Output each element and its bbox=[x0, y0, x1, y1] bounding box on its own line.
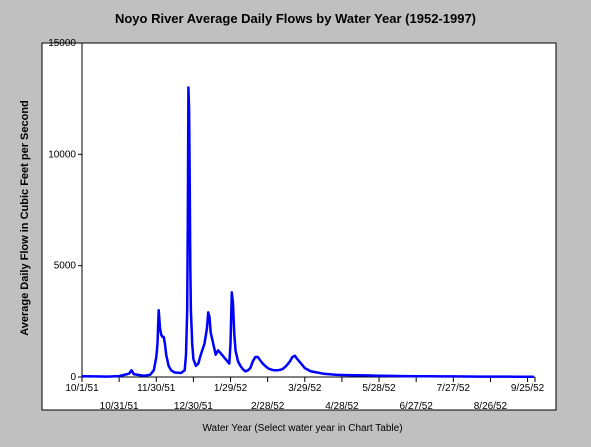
y-tick-label: 0 bbox=[70, 372, 76, 383]
x-tick-label: 10/31/51 bbox=[100, 401, 139, 412]
plot-area bbox=[41, 42, 557, 411]
x-tick-label: 12/30/51 bbox=[174, 401, 213, 412]
x-axis-label: Water Year (Select water year in Chart T… bbox=[202, 423, 402, 434]
x-tick-label: 9/25/52 bbox=[511, 383, 545, 394]
x-tick-label: 11/30/51 bbox=[137, 383, 176, 394]
chart-title: Noyo River Average Daily Flows by Water … bbox=[114, 11, 477, 26]
x-tick-label: 7/27/52 bbox=[437, 383, 471, 394]
x-tick-label: 2/28/52 bbox=[251, 401, 285, 412]
x-tick-label: 6/27/52 bbox=[399, 401, 433, 412]
x-tick-label: 5/28/52 bbox=[362, 383, 396, 394]
series-line bbox=[81, 86, 534, 378]
x-tick-label: 3/29/52 bbox=[288, 383, 322, 394]
y-axis-label: Average Daily Flow in Cubic Feet per Sec… bbox=[19, 100, 31, 336]
x-tick-label: 4/28/52 bbox=[325, 401, 359, 412]
x-tick-label: 10/1/51 bbox=[65, 383, 99, 394]
x-tick-label: 1/29/52 bbox=[214, 383, 248, 394]
y-tick-label: 5000 bbox=[54, 261, 77, 272]
x-tick-label: 8/26/52 bbox=[474, 401, 508, 412]
y-tick-label: 10000 bbox=[48, 149, 76, 160]
y-tick-label: 15000 bbox=[48, 38, 76, 49]
